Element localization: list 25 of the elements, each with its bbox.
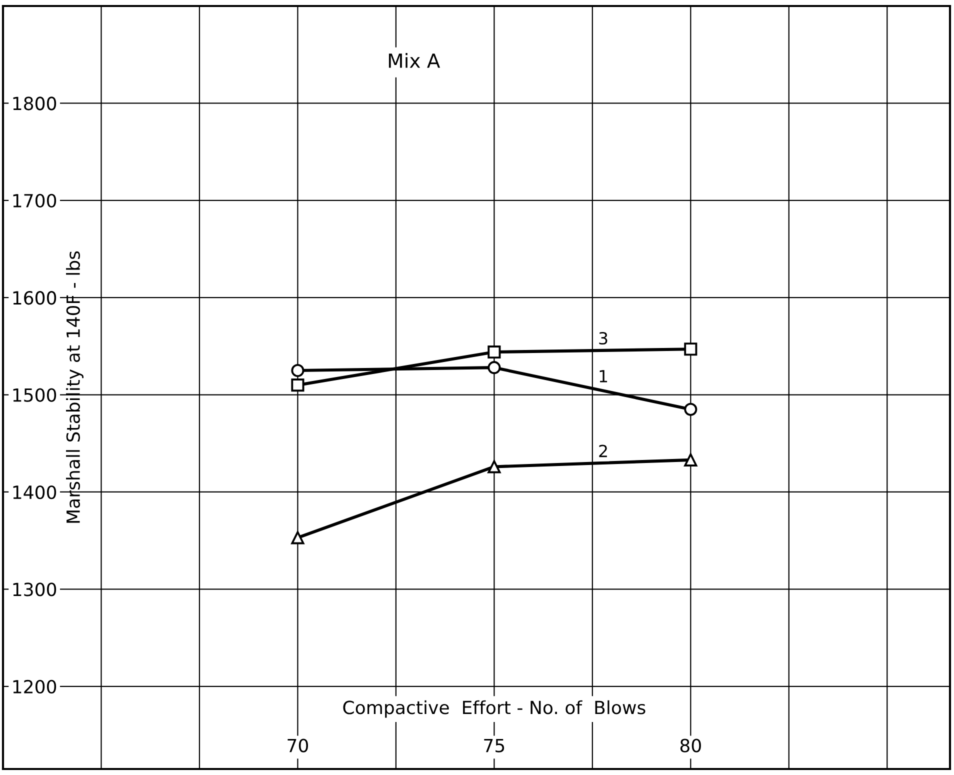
- point: [684, 453, 698, 466]
- point: [488, 361, 501, 374]
- series-label: 2: [599, 444, 607, 458]
- x-tick-label: 80: [680, 738, 701, 752]
- point: [291, 531, 304, 544]
- series-label: 1: [600, 370, 608, 382]
- y-tick-label: 1800: [13, 96, 56, 110]
- y-tick-label: 1200: [13, 680, 56, 694]
- series-label: 3: [599, 332, 608, 345]
- y-tick-label: 1300: [13, 582, 56, 596]
- text: Mix A: [388, 52, 440, 68]
- y-tick-label: 1700: [13, 194, 56, 208]
- point: [291, 378, 304, 392]
- x-tick-label: 75: [484, 739, 504, 752]
- x-axis-title: Compactive Effort - No. of Blows: [343, 700, 646, 718]
- point: [488, 345, 501, 359]
- point: [684, 402, 698, 416]
- y-tick-label: 1400: [13, 485, 56, 500]
- x-tick-label: 70: [288, 738, 308, 752]
- point: [684, 342, 698, 356]
- point: [291, 364, 304, 378]
- y-tick-label: 1600: [13, 291, 56, 305]
- y-tick-label: 1500: [13, 388, 56, 402]
- y-axis-title: Marshall Stability at 140F - lbs: [66, 251, 84, 523]
- point: [488, 460, 501, 474]
